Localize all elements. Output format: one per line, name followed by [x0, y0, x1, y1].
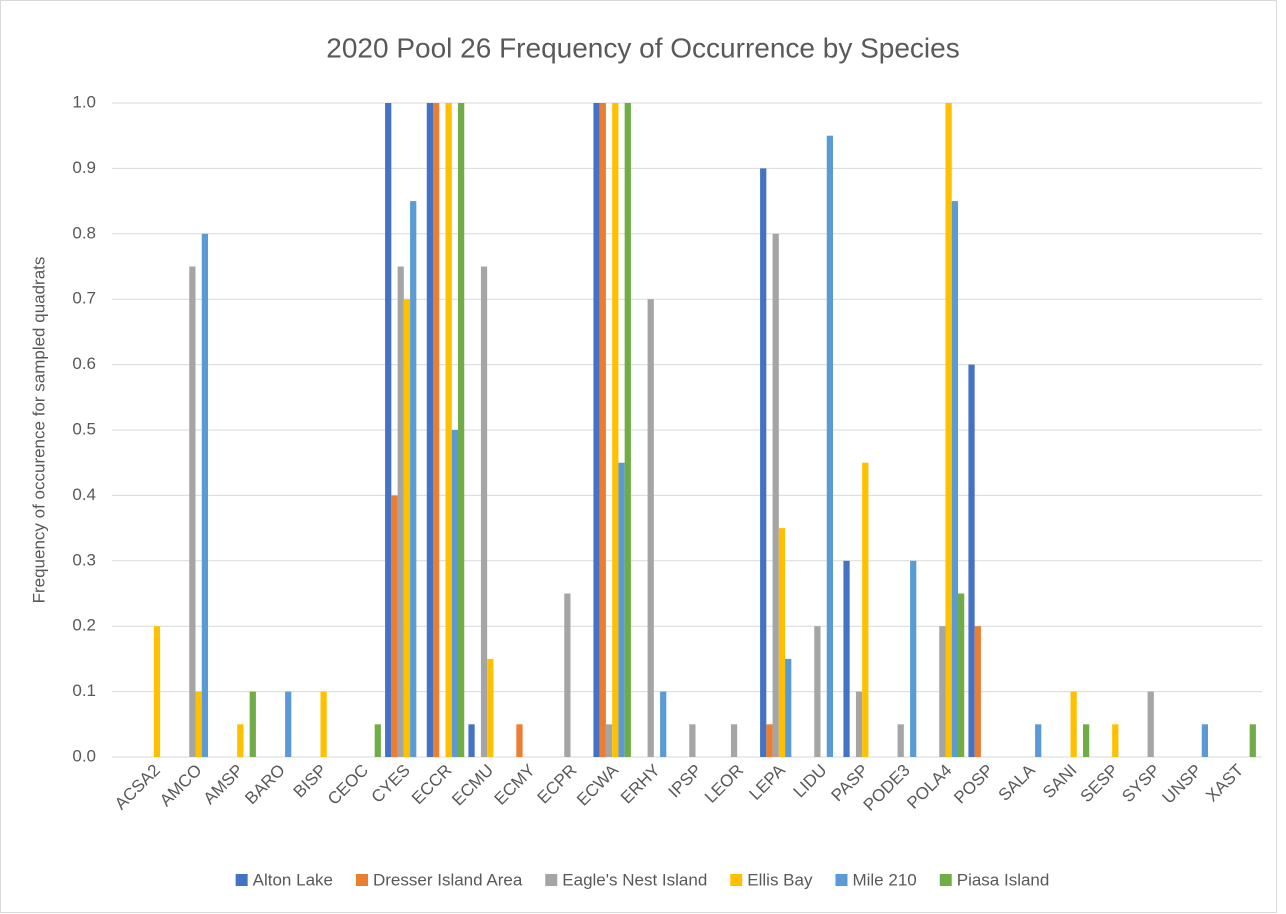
- bar: [958, 593, 965, 757]
- bar: [897, 724, 904, 757]
- legend-swatch: [355, 874, 368, 886]
- legend-label: Piasa Island: [957, 870, 1050, 889]
- y-tick-label: 1.0: [72, 92, 96, 111]
- legend-swatch: [235, 874, 248, 886]
- legend-swatch: [939, 874, 952, 886]
- bar: [516, 724, 523, 757]
- bar: [1083, 724, 1090, 757]
- bar: [1147, 691, 1154, 757]
- bar: [201, 233, 208, 758]
- y-axis-label: Frequency of occurence for sampled quadr…: [29, 257, 48, 604]
- bar: [1249, 724, 1256, 757]
- bar: [410, 201, 417, 758]
- bar: [426, 103, 433, 757]
- bar: [468, 724, 475, 757]
- bar: [480, 266, 488, 757]
- bar: [320, 691, 327, 757]
- legend-label: Mile 210: [852, 870, 916, 889]
- bar: [433, 103, 440, 757]
- bar: [593, 103, 600, 757]
- bar: [451, 430, 458, 757]
- bar: [618, 462, 625, 757]
- legend-label: Dresser Island Area: [373, 870, 523, 889]
- bar: [195, 691, 202, 757]
- legend-label: Ellis Bay: [747, 870, 813, 889]
- bar: [1070, 691, 1077, 757]
- y-tick-label: 0.3: [72, 550, 96, 569]
- y-tick-label: 0.4: [72, 485, 96, 504]
- y-tick-label: 0.0: [72, 746, 96, 765]
- bar: [458, 103, 465, 757]
- bar: [403, 299, 411, 757]
- legend-swatch: [835, 874, 848, 886]
- bar: [624, 103, 631, 757]
- bar: [385, 103, 392, 757]
- bar: [249, 691, 256, 757]
- legend-label: Alton Lake: [253, 870, 333, 889]
- bar: [939, 626, 946, 757]
- y-tick-label: 0.6: [72, 354, 96, 373]
- bar: [487, 658, 494, 757]
- bar: [374, 724, 381, 757]
- y-tick-label: 0.7: [72, 289, 96, 308]
- chart-title: 2020 Pool 26 Frequency of Occurrence by …: [326, 32, 959, 63]
- bar: [855, 691, 863, 757]
- bar: [910, 560, 917, 757]
- bar: [945, 103, 952, 757]
- bar: [647, 299, 654, 757]
- bar: [814, 626, 821, 757]
- bar: [778, 528, 786, 757]
- bar: [1112, 724, 1119, 757]
- legend-label: Eagle's Nest Island: [562, 870, 707, 889]
- bar: [391, 495, 398, 757]
- y-tick-label: 0.1: [72, 681, 96, 700]
- bar: [237, 724, 244, 757]
- bar: [153, 626, 161, 757]
- bar: [1035, 724, 1042, 757]
- bar: [660, 691, 667, 757]
- bar: [772, 233, 779, 758]
- bar: [968, 364, 975, 757]
- bar: [862, 462, 869, 757]
- bar: [285, 691, 292, 757]
- bar: [397, 266, 404, 757]
- bar: [189, 266, 196, 757]
- bar: [760, 168, 767, 757]
- bar: [785, 658, 792, 757]
- bar: [1201, 724, 1208, 757]
- bar: [564, 593, 571, 757]
- bar: [974, 626, 981, 757]
- y-tick-label: 0.9: [72, 158, 96, 177]
- bar: [445, 103, 452, 757]
- bar: [612, 103, 619, 757]
- bar: [826, 135, 833, 757]
- legend-swatch: [730, 874, 743, 886]
- bar: [730, 724, 738, 757]
- y-tick-label: 0.8: [72, 223, 96, 242]
- bar: [599, 103, 606, 757]
- bar: [951, 201, 958, 758]
- bar: [843, 560, 850, 757]
- bar: [689, 724, 696, 757]
- bar: [766, 724, 773, 757]
- bar: [605, 724, 613, 757]
- legend-swatch: [545, 874, 558, 886]
- y-tick-label: 0.2: [72, 616, 96, 635]
- y-tick-label: 0.5: [72, 419, 96, 438]
